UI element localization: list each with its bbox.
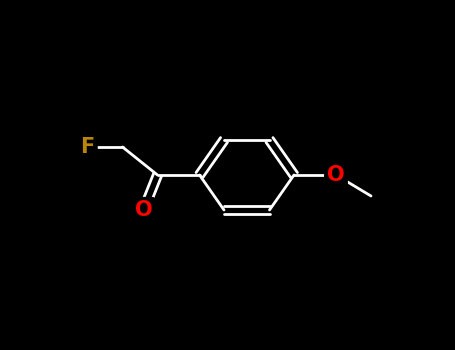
Text: F: F — [81, 137, 95, 157]
Text: O: O — [135, 200, 152, 220]
Text: O: O — [327, 165, 345, 185]
